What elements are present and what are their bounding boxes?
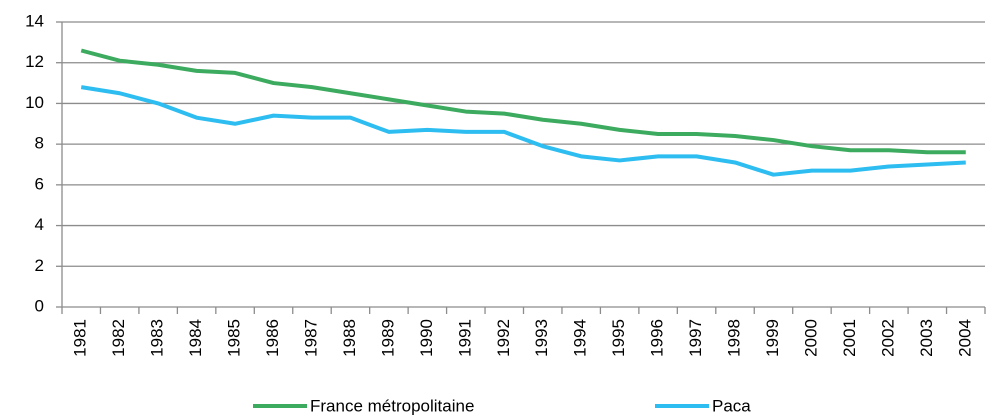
x-tick-label: 1999 bbox=[763, 319, 782, 357]
x-tick-label: 1997 bbox=[686, 319, 705, 357]
x-tick-label: 1998 bbox=[725, 319, 744, 357]
y-tick-label: 4 bbox=[35, 215, 44, 234]
x-tick-label: 2002 bbox=[878, 319, 897, 357]
legend-label: Paca bbox=[712, 396, 751, 415]
x-tick-label: 1993 bbox=[532, 319, 551, 357]
x-tick-label: 1990 bbox=[417, 319, 436, 357]
x-tick-label: 1994 bbox=[571, 319, 590, 357]
x-tick-label: 2004 bbox=[955, 319, 974, 357]
x-tick-label: 2000 bbox=[801, 319, 820, 357]
y-tick-label: 14 bbox=[25, 11, 44, 30]
x-tick-label: 1996 bbox=[648, 319, 667, 357]
x-tick-label: 1982 bbox=[109, 319, 128, 357]
x-tick-label: 2001 bbox=[840, 319, 859, 357]
x-tick-label: 1995 bbox=[609, 319, 628, 357]
series-line bbox=[80, 48, 966, 155]
x-tick-label: 1986 bbox=[263, 319, 282, 357]
x-tick-label: 1983 bbox=[148, 319, 167, 357]
x-tick-label: 1987 bbox=[301, 319, 320, 357]
y-tick-label: 2 bbox=[35, 256, 44, 275]
x-tick-label: 1988 bbox=[340, 319, 359, 357]
y-tick-label: 8 bbox=[35, 134, 44, 153]
y-tick-label: 0 bbox=[35, 296, 44, 315]
legend-label: France métropolitaine bbox=[310, 396, 474, 415]
series-line bbox=[80, 85, 966, 177]
x-tick-label: 1992 bbox=[494, 319, 513, 357]
x-tick-label: 2003 bbox=[917, 319, 936, 357]
x-tick-label: 1991 bbox=[455, 319, 474, 357]
x-tick-label: 1981 bbox=[71, 319, 90, 357]
y-tick-label: 10 bbox=[25, 93, 44, 112]
y-tick-label: 6 bbox=[35, 174, 44, 193]
x-tick-label: 1985 bbox=[225, 319, 244, 357]
x-tick-label: 1984 bbox=[186, 319, 205, 357]
x-tick-label: 1989 bbox=[378, 319, 397, 357]
y-tick-label: 12 bbox=[25, 52, 44, 71]
